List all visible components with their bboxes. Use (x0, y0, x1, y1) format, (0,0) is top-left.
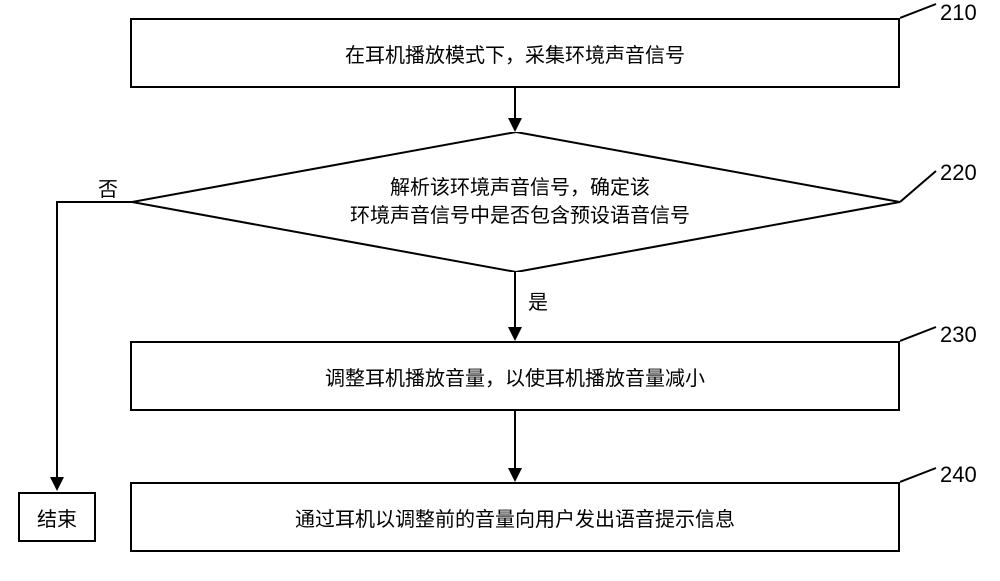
label-no: 否 (98, 173, 118, 202)
flowchart-container: 在耳机播放模式下，采集环境声音信号 解析该环境声音信号，确定该 环境声音信号中是… (0, 0, 1000, 581)
label-220: 220 (940, 160, 977, 186)
ref-line-210 (900, 0, 940, 20)
end-node: 结束 (18, 492, 96, 542)
label-210: 210 (940, 0, 977, 26)
end-text: 结束 (37, 503, 77, 532)
arrow-head-220-230 (508, 327, 522, 341)
arrow-210-220 (514, 88, 516, 118)
arrow-head-230-240 (508, 468, 522, 482)
decision-220-line1: 解析该环境声音信号，确定该 (390, 177, 650, 199)
decision-220-text: 解析该环境声音信号，确定该 环境声音信号中是否包含预设语音信号 (270, 174, 770, 230)
step-230-text: 调整耳机播放音量，以使耳机播放音量减小 (325, 362, 705, 391)
label-240: 240 (940, 462, 977, 488)
step-240-text: 通过耳机以调整前的音量向用户发出语音提示信息 (295, 503, 735, 532)
arrow-head-no-end (50, 477, 64, 491)
label-yes: 是 (528, 286, 548, 315)
decision-220-line2: 环境声音信号中是否包含预设语音信号 (350, 205, 690, 227)
label-230: 230 (940, 322, 977, 348)
step-230: 调整耳机播放音量，以使耳机播放音量减小 (130, 341, 900, 411)
no-branch-vertical (56, 201, 58, 477)
step-240: 通过耳机以调整前的音量向用户发出语音提示信息 (130, 482, 900, 552)
arrow-head-210-220 (508, 118, 522, 132)
arrow-220-230 (514, 272, 516, 327)
ref-line-230 (900, 323, 940, 343)
arrow-230-240 (514, 411, 516, 468)
step-210: 在耳机播放模式下，采集环境声音信号 (130, 18, 900, 88)
no-branch-horizontal (56, 201, 132, 203)
step-210-text: 在耳机播放模式下，采集环境声音信号 (345, 39, 685, 68)
ref-line-240 (900, 464, 940, 484)
ref-line-220 (900, 165, 940, 205)
